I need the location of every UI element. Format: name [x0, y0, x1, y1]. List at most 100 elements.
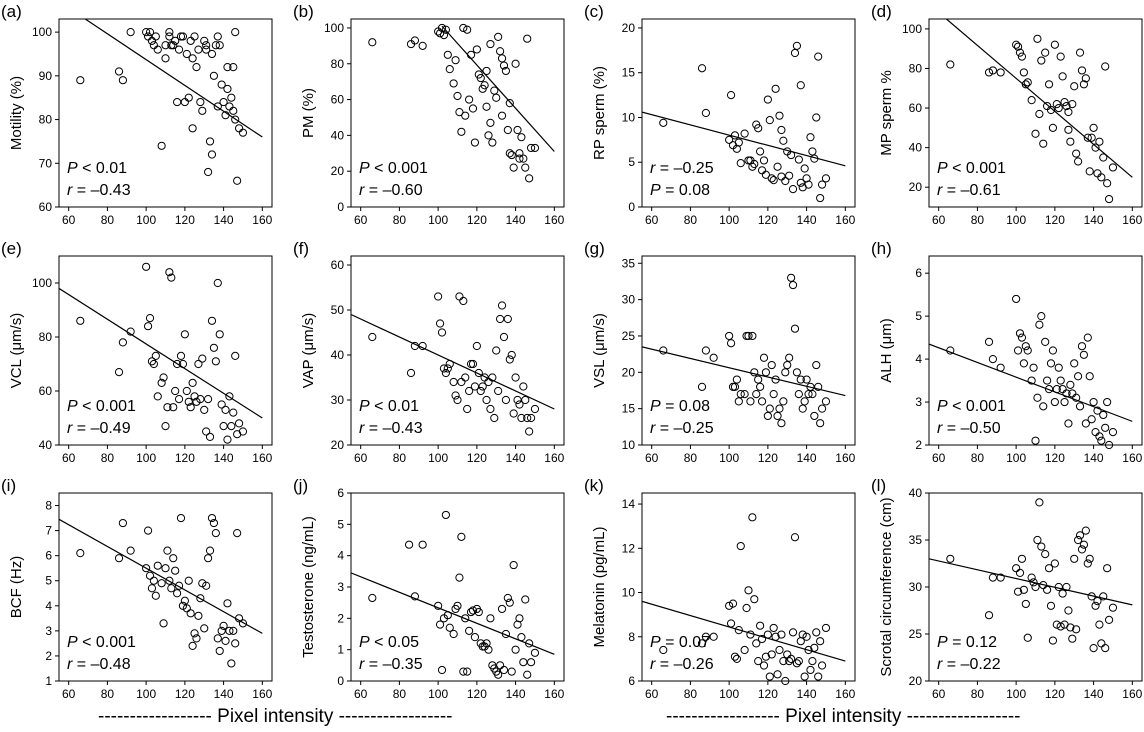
panel-label: (j) [293, 476, 308, 495]
data-point [455, 292, 464, 301]
data-point [238, 427, 248, 436]
data-point [1044, 80, 1054, 89]
data-point [817, 661, 827, 670]
data-point [767, 174, 776, 183]
data-point [697, 382, 707, 391]
data-point [796, 375, 805, 384]
panel-label: (b) [293, 2, 314, 21]
data-point [406, 368, 416, 378]
data-point [486, 39, 495, 49]
data-point [821, 174, 831, 183]
y-tick-label: 5 [337, 517, 344, 531]
data-point [1075, 402, 1085, 411]
data-point [765, 116, 774, 125]
data-point [194, 45, 203, 54]
data-point [143, 526, 153, 535]
data-point [368, 593, 377, 603]
data-point [207, 316, 217, 325]
data-point [788, 628, 798, 637]
data-point [779, 397, 788, 406]
data-point [161, 564, 170, 573]
panel-e: 60 80 100 120 140 160 40 60 80 100 VCL (μm/s) (e) P … [1, 239, 273, 465]
data-point [788, 280, 798, 290]
data-point [1037, 542, 1046, 551]
data-point [1029, 363, 1038, 372]
data-point [530, 143, 540, 153]
data-point [145, 28, 155, 37]
data-point [785, 656, 794, 666]
data-point [777, 419, 786, 428]
data-point [1019, 585, 1028, 594]
x-tick-label: 140 [1084, 687, 1104, 701]
stat-annotation: r = –0.43 [359, 420, 423, 437]
data-point [659, 645, 668, 655]
data-point [804, 180, 813, 189]
data-point [1097, 436, 1106, 445]
data-point [1023, 346, 1032, 355]
data-point [1066, 623, 1075, 632]
data-point [759, 353, 769, 362]
data-point [525, 174, 534, 183]
data-point [740, 645, 749, 655]
data-point [821, 397, 831, 406]
y-tick-label: 100 [32, 25, 52, 39]
stat-annotation: r = –0.35 [359, 656, 423, 673]
x-tick-label: 80 [684, 213, 698, 227]
data-point [1087, 133, 1096, 142]
data-point [461, 614, 470, 623]
data-point [1037, 56, 1046, 65]
data-point [217, 626, 226, 635]
data-point [988, 66, 998, 75]
data-point [207, 49, 217, 59]
data-point [194, 359, 203, 369]
panel-label: (f) [293, 239, 309, 258]
data-point [151, 591, 160, 600]
data-point [468, 104, 478, 113]
data-point [410, 592, 419, 601]
data-point [437, 665, 447, 675]
data-point [802, 375, 811, 384]
data-point [1101, 644, 1110, 653]
plot-frame [928, 18, 1143, 208]
x-tick-label: 160 [1122, 687, 1142, 701]
panel-b: 60 80 100 120 140 160 0 20 40 60 80 100 PM (%) (b) P <… [293, 2, 565, 227]
data-point [756, 621, 765, 630]
data-point [169, 403, 178, 412]
data-point [1101, 423, 1110, 432]
data-point [147, 36, 157, 45]
data-point [523, 413, 532, 423]
data-point [519, 382, 528, 391]
data-point [507, 667, 516, 676]
y-axis-label: MP sperm % [878, 70, 895, 156]
plot-frame [58, 18, 273, 208]
data-point [171, 386, 180, 396]
data-point [736, 390, 745, 399]
stat-annotation: P = 0.08 [650, 398, 710, 415]
y-axis-label: VSL (μm/s) [591, 313, 608, 388]
y-tick-label: 40 [39, 438, 53, 452]
data-point [161, 54, 170, 63]
plot-frame [641, 18, 856, 208]
x-tick-label: 100 [136, 451, 156, 465]
data-point [171, 36, 180, 45]
data-point [1077, 545, 1087, 554]
data-point [525, 427, 534, 436]
data-point [184, 397, 193, 406]
data-point [1066, 380, 1075, 389]
data-point [463, 667, 472, 676]
data-point [114, 554, 124, 563]
x-tick-label: 60 [62, 687, 76, 701]
x-tick-label: 120 [1045, 213, 1065, 227]
data-point [771, 84, 780, 93]
data-point [1056, 622, 1065, 631]
data-point [229, 62, 238, 72]
data-point [1085, 554, 1094, 563]
data-point [445, 623, 454, 632]
data-point [190, 32, 199, 41]
data-point [145, 314, 155, 323]
data-point [800, 672, 809, 681]
data-point [227, 422, 236, 431]
data-point [806, 133, 815, 142]
data-point [465, 626, 474, 635]
data-point [171, 566, 180, 575]
